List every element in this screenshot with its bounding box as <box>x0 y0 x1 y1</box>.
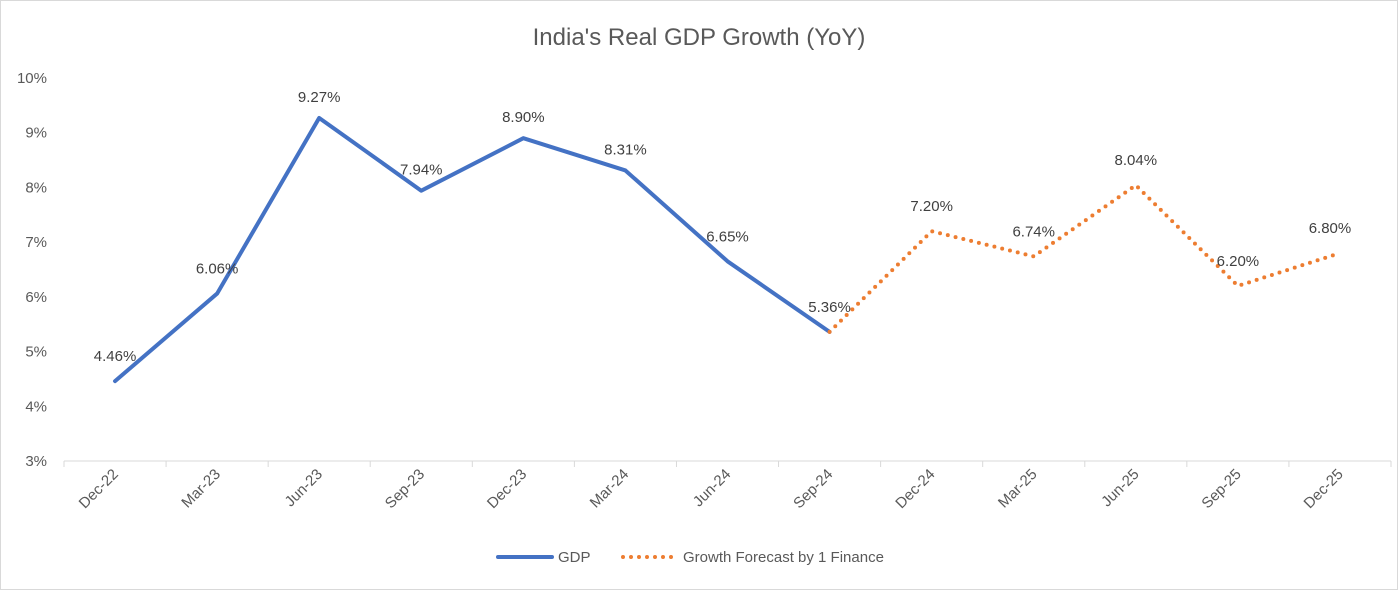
data-label: 7.94% <box>400 162 443 179</box>
x-tick-label: Dec-23 <box>484 466 530 512</box>
data-label: 4.46% <box>94 348 137 365</box>
y-tick-label: 3% <box>25 453 47 470</box>
data-label: 6.20% <box>1217 253 1260 270</box>
y-tick-label: 10% <box>17 70 47 87</box>
x-tick-label: Sep-24 <box>790 466 836 512</box>
data-label: 6.80% <box>1309 220 1352 237</box>
forecast-series-line <box>827 183 1342 334</box>
y-tick-label: 5% <box>25 344 47 361</box>
data-label: 6.74% <box>1012 223 1055 240</box>
x-tick-label: Dec-25 <box>1301 466 1347 512</box>
y-tick-label: 4% <box>25 398 47 415</box>
y-tick-label: 7% <box>25 234 47 251</box>
data-label: 8.04% <box>1115 152 1158 169</box>
x-tick-label: Mar-24 <box>587 466 633 512</box>
x-tick-label: Dec-22 <box>76 466 122 512</box>
data-labels: 4.46% 6.06% 9.27% 7.94% 8.90% 8.31% 6.65% 5.36%… <box>94 89 1351 365</box>
x-tick-label: Sep-25 <box>1198 466 1244 512</box>
data-label: 8.31% <box>604 141 647 158</box>
series-group <box>113 115 1342 384</box>
x-axis: Dec-22 Mar-23 Jun-23 Sep-23 Dec-23 Mar-24 Jun-… <box>63 460 1392 512</box>
data-label: 6.06% <box>196 261 239 278</box>
data-label: 5.36% <box>808 299 851 316</box>
x-tick-label: Sep-23 <box>382 466 428 512</box>
x-tick-label: Mar-25 <box>995 466 1041 512</box>
x-tick-label: Jun-24 <box>690 466 734 510</box>
data-label: 9.27% <box>298 89 341 106</box>
data-label: 8.90% <box>502 109 545 126</box>
chart-title: India's Real GDP Growth (YoY) <box>533 24 866 51</box>
gdp-series-line <box>113 115 832 384</box>
legend-gdp-label: GDP <box>558 549 591 566</box>
y-axis: 3% 4% 5% 6% 7% 8% 9% 10% <box>17 70 47 470</box>
legend-forecast-label: Growth Forecast by 1 Finance <box>683 549 884 566</box>
data-label: 7.20% <box>910 198 953 215</box>
x-tick-label: Dec-24 <box>892 466 938 512</box>
data-label: 6.65% <box>706 228 749 245</box>
legend: GDP Growth Forecast by 1 Finance <box>496 549 884 566</box>
x-tick-label: Jun-25 <box>1098 466 1142 510</box>
x-tick-label: Jun-23 <box>282 466 326 510</box>
x-tick-label: Mar-23 <box>178 466 224 512</box>
y-tick-label: 6% <box>25 289 47 306</box>
y-tick-label: 9% <box>25 125 47 142</box>
y-tick-label: 8% <box>25 179 47 196</box>
